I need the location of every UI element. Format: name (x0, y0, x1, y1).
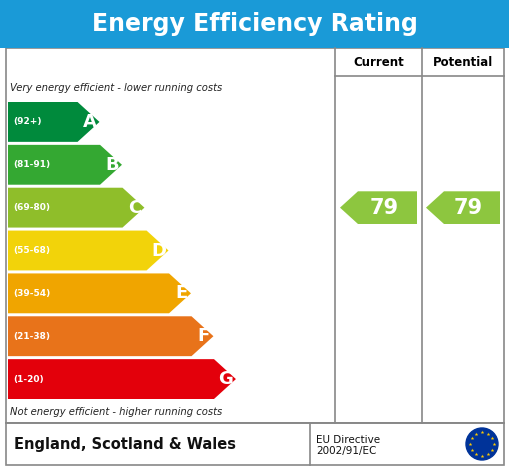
Bar (6, 48, 504, 423)
Text: C: C (128, 198, 141, 217)
Text: G: G (218, 370, 234, 388)
Text: EU Directive: EU Directive (316, 435, 380, 445)
Text: A: A (82, 113, 97, 131)
Bar (0, 0, 509, 48)
Text: (92+): (92+) (13, 117, 42, 127)
Text: Very energy efficient - lower running costs: Very energy efficient - lower running co… (10, 83, 222, 93)
Text: B: B (105, 156, 119, 174)
Polygon shape (8, 359, 236, 399)
Polygon shape (8, 188, 145, 227)
Polygon shape (8, 231, 168, 270)
Polygon shape (426, 191, 500, 224)
Text: (81-91): (81-91) (13, 160, 50, 169)
Polygon shape (8, 102, 99, 142)
Text: D: D (151, 241, 166, 260)
Polygon shape (8, 145, 122, 185)
Text: (69-80): (69-80) (13, 203, 50, 212)
Text: Potential: Potential (433, 56, 493, 69)
Text: (1-20): (1-20) (13, 375, 44, 383)
Circle shape (466, 428, 498, 460)
Text: 79: 79 (370, 198, 399, 218)
Text: Not energy efficient - higher running costs: Not energy efficient - higher running co… (10, 407, 222, 417)
Text: 2002/91/EC: 2002/91/EC (316, 446, 376, 456)
Text: 79: 79 (454, 198, 483, 218)
Text: E: E (175, 284, 187, 302)
Text: (21-38): (21-38) (13, 332, 50, 341)
Polygon shape (8, 316, 213, 356)
Polygon shape (8, 274, 191, 313)
Bar (6, 423, 504, 465)
Text: Current: Current (353, 56, 404, 69)
Text: England, Scotland & Wales: England, Scotland & Wales (14, 437, 236, 452)
Text: (39-54): (39-54) (13, 289, 50, 298)
Polygon shape (340, 191, 417, 224)
Text: Energy Efficiency Rating: Energy Efficiency Rating (92, 12, 417, 36)
Text: F: F (197, 327, 210, 345)
Text: (55-68): (55-68) (13, 246, 50, 255)
